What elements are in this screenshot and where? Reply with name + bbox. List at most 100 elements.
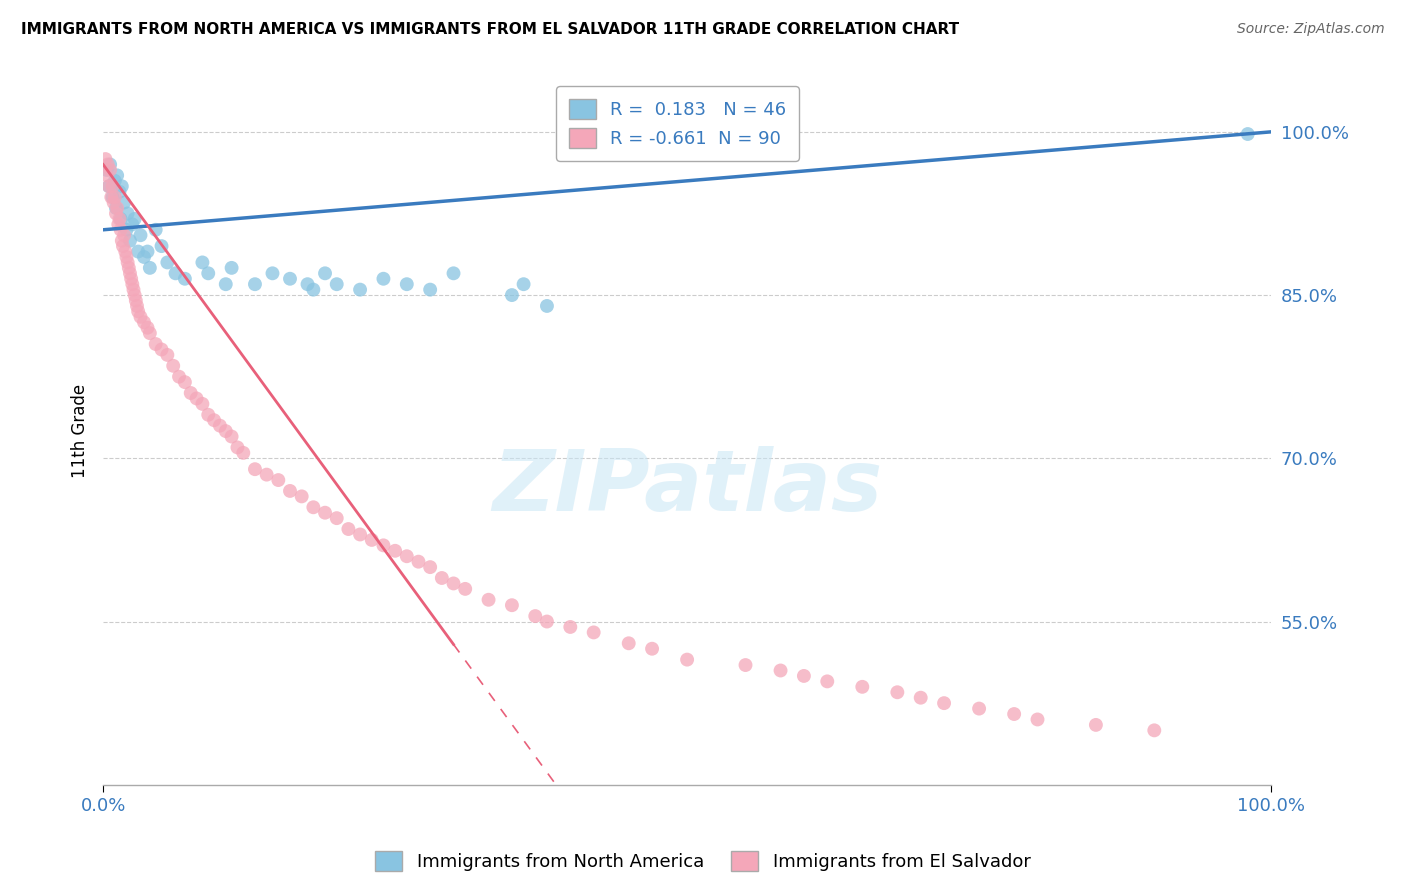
Point	[98, 179, 121, 194]
Point	[145, 337, 167, 351]
Point	[1084, 718, 1107, 732]
Point	[118, 234, 141, 248]
Point	[815, 674, 838, 689]
Point	[1002, 706, 1025, 721]
Point	[104, 201, 127, 215]
Point	[221, 429, 243, 443]
Point	[226, 441, 249, 455]
Point	[197, 266, 219, 280]
Point	[127, 304, 149, 318]
Point	[243, 462, 266, 476]
Point	[560, 620, 582, 634]
Point	[443, 266, 465, 280]
Point	[98, 163, 121, 178]
Point	[501, 288, 523, 302]
Point	[536, 615, 558, 629]
Point	[243, 277, 266, 292]
Point	[267, 473, 290, 487]
Point	[173, 272, 195, 286]
Point	[373, 538, 395, 552]
Point	[582, 625, 605, 640]
Point	[162, 359, 184, 373]
Point	[145, 223, 167, 237]
Point	[114, 244, 136, 259]
Point	[302, 500, 325, 515]
Point	[150, 343, 173, 357]
Point	[325, 277, 347, 292]
Point	[150, 239, 173, 253]
Point	[122, 283, 145, 297]
Point	[395, 549, 418, 564]
Point	[167, 369, 190, 384]
Point	[98, 157, 121, 171]
Point	[121, 277, 143, 292]
Point	[110, 223, 132, 237]
Point	[262, 266, 284, 280]
Point	[349, 527, 371, 541]
Point	[291, 489, 314, 503]
Legend: Immigrants from North America, Immigrants from El Salvador: Immigrants from North America, Immigrant…	[368, 844, 1038, 879]
Point	[384, 543, 406, 558]
Point	[1026, 713, 1049, 727]
Point	[1236, 127, 1258, 141]
Point	[360, 533, 382, 547]
Point	[886, 685, 908, 699]
Point	[111, 234, 134, 248]
Point	[129, 310, 152, 324]
Point	[124, 211, 146, 226]
Point	[769, 664, 792, 678]
Point	[430, 571, 453, 585]
Point	[101, 179, 124, 194]
Point	[734, 658, 756, 673]
Point	[132, 250, 155, 264]
Point	[337, 522, 360, 536]
Point	[617, 636, 640, 650]
Point	[103, 195, 125, 210]
Point	[419, 560, 441, 574]
Point	[105, 169, 128, 183]
Point	[202, 413, 225, 427]
Point	[108, 211, 131, 226]
Point	[100, 190, 122, 204]
Point	[676, 652, 699, 666]
Point	[136, 244, 159, 259]
Legend: R =  0.183   N = 46, R = -0.661  N = 90: R = 0.183 N = 46, R = -0.661 N = 90	[555, 87, 799, 161]
Point	[117, 255, 139, 269]
Point	[419, 283, 441, 297]
Point	[191, 397, 214, 411]
Text: ZIPatlas: ZIPatlas	[492, 446, 882, 529]
Point	[98, 179, 121, 194]
Point	[278, 483, 301, 498]
Point	[314, 506, 336, 520]
Point	[111, 179, 134, 194]
Point	[208, 418, 231, 433]
Point	[112, 195, 135, 210]
Y-axis label: 11th Grade: 11th Grade	[72, 384, 89, 478]
Point	[101, 190, 124, 204]
Point	[104, 206, 127, 220]
Point	[454, 582, 477, 596]
Point	[256, 467, 278, 482]
Point	[197, 408, 219, 422]
Point	[173, 375, 195, 389]
Point	[536, 299, 558, 313]
Point	[524, 609, 547, 624]
Point	[1143, 723, 1166, 738]
Point	[910, 690, 932, 705]
Point	[108, 185, 131, 199]
Point	[124, 288, 146, 302]
Point	[136, 320, 159, 334]
Point	[105, 201, 128, 215]
Point	[501, 598, 523, 612]
Point	[96, 163, 118, 178]
Point	[118, 260, 141, 275]
Point	[851, 680, 873, 694]
Point	[156, 255, 179, 269]
Point	[139, 326, 162, 340]
Point	[139, 260, 162, 275]
Point	[297, 277, 319, 292]
Point	[395, 277, 418, 292]
Point	[165, 266, 187, 280]
Point	[180, 386, 202, 401]
Point	[104, 174, 127, 188]
